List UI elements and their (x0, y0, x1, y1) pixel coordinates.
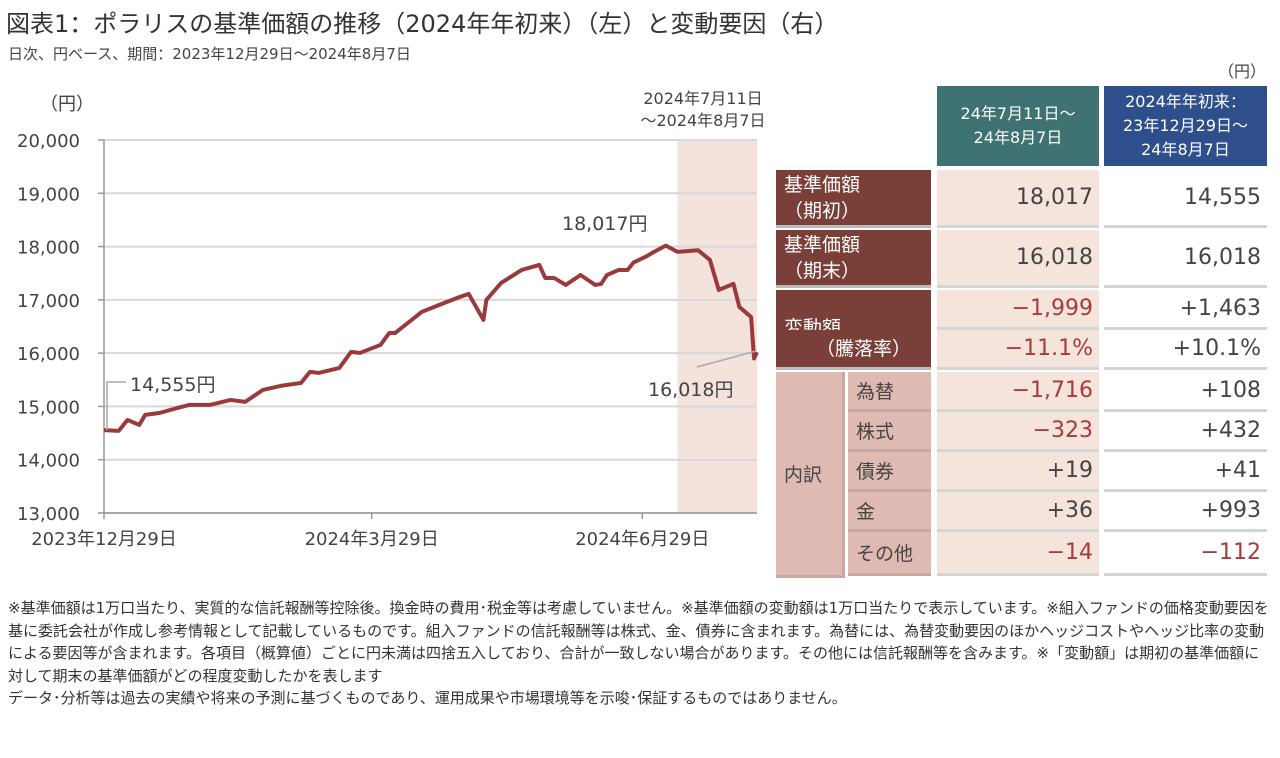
footnote: ※基準価額は1万口当たり、実質的な信託報酬等控除後。換金時の費用･税金等は考慮し… (8, 599, 1269, 685)
value-ytd: −112 (1104, 532, 1267, 576)
figure-title: 図表1：ポラリスの基準価額の推移（2024年年初来）（左）と変動要因（右） (6, 10, 839, 38)
value-recent: 18,017 (937, 170, 1099, 228)
y-tick-label: 15,000 (17, 397, 80, 418)
footnote: データ･分析等は過去の実績や将来の予測に基づくものであり、運用成果や市場環境等を… (8, 689, 847, 707)
peak-value-label: 18,017円 (562, 213, 647, 235)
row-label: 基準価額 （期末） (776, 230, 931, 288)
start-value-label: 14,555円 (130, 374, 215, 396)
value-recent: +19 (937, 452, 1099, 492)
y-tick-label: 16,000 (17, 344, 80, 365)
shade-label: ～2024年8月7日 (640, 111, 765, 130)
column-header-recent: 24年7月11日～ 24年8月7日 (937, 86, 1099, 166)
shade-label: 2024年7月11日 (643, 89, 762, 108)
value-recent: −323 (937, 412, 1099, 452)
value-recent: −1,999 (937, 290, 1099, 330)
value-recent: −11.1% (937, 330, 1099, 370)
figure-subtitle: 日次、円ベース、期間：2023年12月29日～2024年8月7日 (8, 45, 411, 63)
shaded-period (677, 140, 757, 513)
x-tick-label: 2024年6月29日 (575, 529, 709, 550)
value-recent: −1,716 (937, 372, 1099, 412)
y-tick-label: 20,000 (17, 131, 80, 152)
y-tick-label: 13,000 (17, 504, 80, 525)
x-tick-label: 2023年12月29日 (31, 529, 177, 550)
leader-line (106, 381, 126, 431)
leader-line (696, 350, 757, 368)
value-ytd: +10.1% (1104, 330, 1267, 370)
x-tick-label: 2024年3月29日 (305, 529, 439, 550)
nav-series-line (103, 243, 759, 433)
value-ytd: +108 (1104, 372, 1267, 412)
footnotes: ※基準価額は1万口当たり、実質的な信託報酬等控除後。換金時の費用･税金等は考慮し… (8, 597, 1270, 710)
y-tick-label: 19,000 (17, 184, 80, 205)
value-recent: +36 (937, 492, 1099, 532)
breakdown-item-label: その他 (848, 532, 931, 576)
breakdown-item-label: 債券 (848, 452, 931, 492)
value-ytd: +432 (1104, 412, 1267, 452)
value-ytd: +993 (1104, 492, 1267, 532)
value-recent: 16,018 (937, 230, 1099, 288)
value-ytd: 16,018 (1104, 230, 1267, 288)
y-tick-label: 14,000 (17, 451, 80, 472)
y-tick-label: 18,000 (17, 238, 80, 259)
breakdown-item-label: 為替 (848, 372, 931, 412)
y-axis-unit: （円） (40, 94, 94, 115)
end-value-label: 16,018円 (648, 379, 733, 401)
value-ytd: +41 (1104, 452, 1267, 492)
unit-label: （円） (1218, 62, 1267, 81)
nav-line-chart: 2024年7月11日 ～2024年8月7日 13,000 14,000 15,000 16… (17, 89, 766, 550)
breakdown-item-label: 金 (848, 492, 931, 532)
breakdown-item-label: 株式 (848, 412, 931, 452)
row-label: 基準価額 （期初） (776, 170, 931, 228)
value-ytd: +1,463 (1104, 290, 1267, 330)
y-tick-label: 17,000 (17, 291, 80, 312)
value-recent: −14 (937, 532, 1099, 576)
row-label: （騰落率） (776, 330, 931, 370)
value-ytd: 14,555 (1104, 170, 1267, 228)
breakdown-label: 内訳 (776, 372, 845, 578)
column-header-ytd: 2024年年初来： 23年12月29日～ 24年8月7日 (1104, 86, 1267, 166)
